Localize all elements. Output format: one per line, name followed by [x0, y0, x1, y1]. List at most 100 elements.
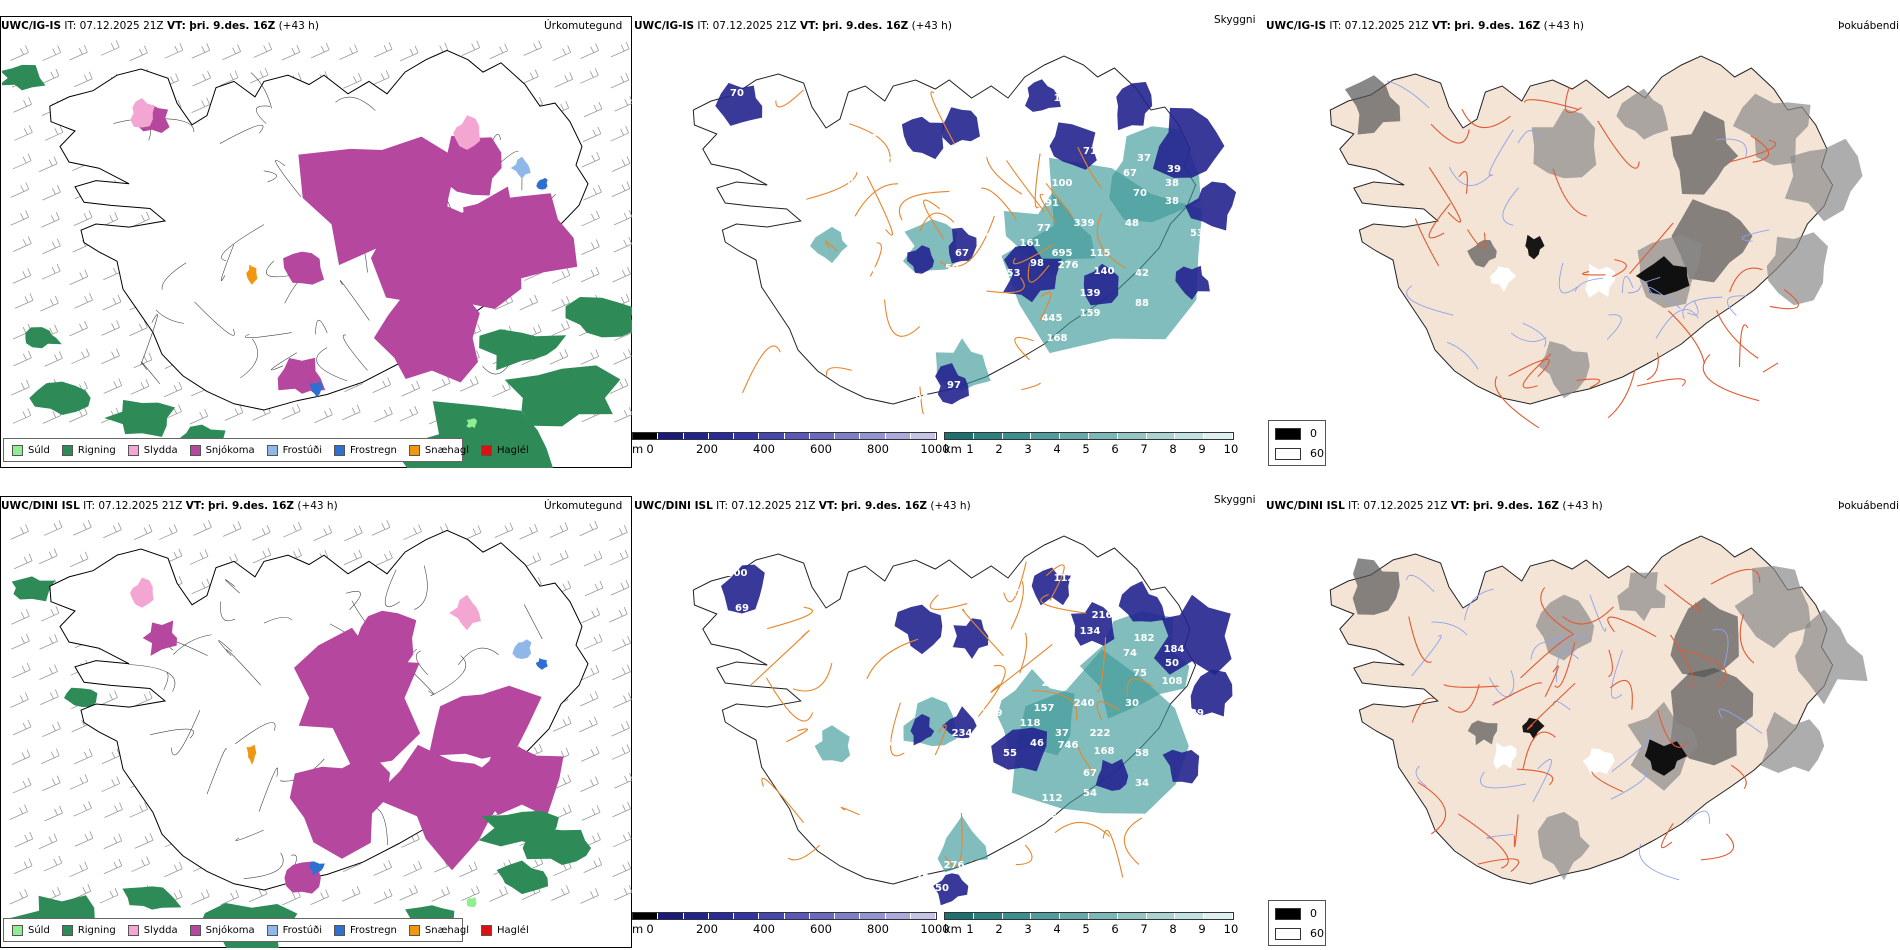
visibility-value: 31 — [935, 403, 949, 414]
ceiling-tick: 400 — [753, 442, 775, 456]
visibility-value: 339 — [1074, 218, 1095, 229]
visibility-value: 75 — [915, 873, 929, 884]
visibility-value: 139 — [1080, 288, 1101, 299]
valid-time: þri. 9.des. 16Z — [822, 20, 909, 32]
run-label: IT: — [64, 20, 77, 32]
fog-index-panel — [1264, 496, 1900, 948]
visibility-value: 74 — [1123, 648, 1137, 659]
visibility-value: 112 — [1042, 793, 1063, 804]
visibility-value: 51 — [885, 738, 899, 749]
legend-swatch — [61, 444, 73, 456]
legend-item-frostúði: Frostúði — [266, 444, 322, 456]
visibility-value: 48 — [1125, 218, 1139, 229]
visibility-value: 98 — [1030, 258, 1044, 269]
visibility-tick: 7 — [1140, 922, 1148, 936]
visibility-value: 184 — [1164, 644, 1185, 655]
visibility-value: 70 — [765, 88, 779, 99]
model-name: UWC/DINI ISL — [634, 500, 713, 512]
legend-item-slydda: Slydda — [127, 444, 178, 456]
visibility-tick: 4 — [1053, 442, 1061, 456]
ceiling-colorbar-scale — [632, 912, 937, 920]
visibility-value: 38 — [1165, 178, 1179, 189]
visibility-value: 115 — [1090, 248, 1111, 259]
visibility-value: 172 — [1054, 93, 1075, 104]
legend-item-snjókoma: Snjókoma — [189, 924, 255, 936]
legend-swatch — [481, 444, 493, 456]
visibility-value: 38 — [1165, 196, 1179, 207]
visibility-tick: 2 — [995, 442, 1003, 456]
run-label: IT: — [716, 500, 729, 512]
run-label: IT: — [1348, 500, 1361, 512]
visibility-value: 182 — [1134, 633, 1155, 644]
visibility-value: 276 — [944, 860, 965, 871]
fog-legend-label: 60 — [1310, 447, 1324, 460]
legend-label: Slydda — [143, 444, 178, 456]
legend-swatch — [12, 444, 23, 456]
visibility-value: 134 — [1080, 626, 1101, 637]
precip-type-legend: Súld Rigning Slydda Snjókoma Frostúði Frostre… — [3, 438, 529, 462]
legend-label: Frostúði — [282, 444, 322, 456]
visibility-value: 168 — [1094, 746, 1115, 757]
model-name: UWC/IG-IS — [634, 20, 695, 32]
ceiling-tick: 0 — [646, 922, 654, 936]
visibility-value: 234 — [952, 728, 973, 739]
visibility-colorbar: km 1 2 3 4 5 6 7 8 9 10 — [944, 910, 1238, 940]
visibility-value: 55 — [1003, 748, 1017, 759]
visibility-tick: 10 — [1223, 442, 1239, 456]
visibility-value: 157 — [1034, 703, 1055, 714]
visibility-tick: 7 — [1140, 442, 1148, 456]
visibility-value: 388 — [982, 228, 1003, 239]
legend-label: Haglél — [497, 444, 529, 456]
visibility-value: 65 — [837, 156, 851, 167]
ceiling-tick: 200 — [696, 922, 718, 936]
panel-header: UWC/IG-IS IT: 07.12.2025 21Z VT: þri. 9.… — [634, 20, 952, 32]
fog-index-legend: 0 60 — [1268, 900, 1326, 946]
legend-label: Súld — [28, 924, 50, 936]
visibility-value: 71 — [765, 568, 779, 579]
visibility-tick: 3 — [1024, 922, 1032, 936]
visibility-value: 78 — [863, 133, 877, 144]
visibility-panel: 200 71 69 73 105 100 42 89 139 91 123 112 216 134 182 7… — [632, 496, 1264, 948]
visibility-value: 108 — [1162, 676, 1183, 687]
legend-swatch — [127, 924, 139, 936]
precip-type-map — [2, 40, 632, 468]
legend-label: Frostregn — [350, 924, 397, 936]
visibility-value: 112 — [1054, 573, 1075, 584]
visibility-value: 54 — [1083, 788, 1097, 799]
fog-index-title: Þokuábendi — [1838, 500, 1899, 512]
visibility-value: 73 — [835, 613, 849, 624]
visibility-value: 63 — [1013, 108, 1027, 119]
visibility-value: 58 — [1135, 748, 1149, 759]
visibility-value: 70 — [1133, 188, 1147, 199]
visibility-value: 67 — [955, 248, 969, 259]
visibility-value: 240 — [1074, 698, 1095, 709]
visibility-tick: 6 — [1111, 922, 1119, 936]
legend-item-slydda: Slydda — [127, 924, 178, 936]
legend-swatch — [61, 924, 73, 936]
visibility-value: 695 — [1052, 248, 1073, 259]
visibility-value: 59 — [1095, 130, 1109, 141]
visibility-value: 30 — [1125, 698, 1139, 709]
visibility-value: 34 — [1135, 778, 1149, 789]
legend-item-frostregn: Frostregn — [334, 924, 397, 936]
ceiling-tick: 1000 — [920, 922, 950, 936]
ceiling-tick: 200 — [696, 442, 718, 456]
legend-label: Haglél — [497, 924, 529, 936]
legend-swatch — [189, 924, 201, 936]
fog-legend-swatch — [1275, 427, 1301, 440]
visibility-value: 75 — [1133, 668, 1147, 679]
ceiling-colorbar: m 0 200 400 600 800 1000 — [632, 910, 950, 940]
visibility-value: 98 — [897, 176, 911, 187]
visibility-value: 159 — [1080, 308, 1101, 319]
visibility-value: 74 — [835, 133, 849, 144]
visibility-value: 50 — [1165, 658, 1179, 669]
visibility-value: 98 — [915, 393, 929, 404]
visibility-value: 216 — [1092, 610, 1113, 621]
valid-time: þri. 9.des. 16Z — [1454, 20, 1541, 32]
visibility-value: 80 — [847, 176, 861, 187]
fog-index-map — [1329, 55, 1863, 429]
visibility-tick: 8 — [1169, 442, 1177, 456]
ceiling-tick: 800 — [867, 922, 889, 936]
visibility-value: 100 — [1052, 178, 1073, 189]
